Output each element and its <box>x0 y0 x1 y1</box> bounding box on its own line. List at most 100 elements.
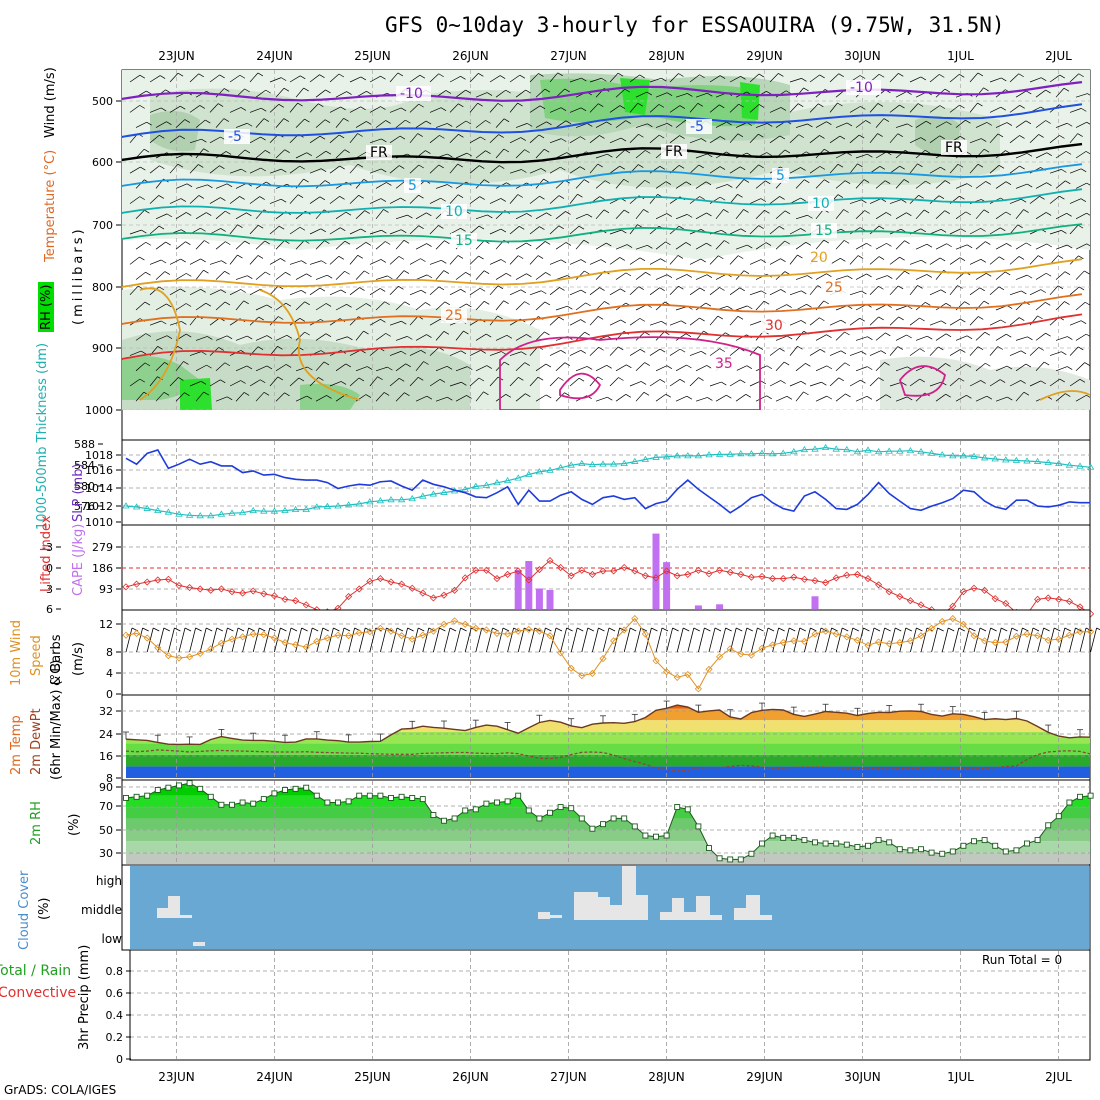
wind-barb <box>335 91 347 98</box>
thickness-line-point <box>609 460 618 467</box>
wind-barb <box>1055 151 1067 159</box>
wind-barb-flag <box>544 241 551 245</box>
wind-barb-flag <box>379 288 386 292</box>
wind-barb <box>535 241 546 250</box>
wind-barb-flag <box>220 289 227 294</box>
lifted-index-line-point <box>504 570 512 578</box>
lifted-index-line-point <box>896 592 904 601</box>
wind-barb-flag <box>860 106 866 110</box>
wind-barb <box>969 228 981 235</box>
wind-barb <box>369 168 382 174</box>
rh2m-line-point <box>356 792 363 799</box>
wind-barb <box>411 627 419 653</box>
wind-barb-flag <box>699 74 705 79</box>
wind-speed-line-point <box>345 632 353 640</box>
wind-barb <box>629 349 641 356</box>
rh2m-line-point <box>1045 822 1052 829</box>
wind-barb <box>289 289 302 296</box>
wind-barb-flag <box>624 88 631 93</box>
wind-barb-flag <box>365 303 372 307</box>
wind-barb-flag <box>184 119 191 123</box>
wind-barb-flag <box>960 318 966 323</box>
wind-barb <box>1055 180 1066 189</box>
wind-barb <box>675 274 687 280</box>
wind-barb-flag <box>224 362 231 367</box>
wind-barb <box>1009 73 1019 83</box>
rh2m-line-point <box>918 846 924 853</box>
wind-barb <box>469 73 479 83</box>
wind-speed-line-point <box>959 620 967 628</box>
lifted-index-line-point <box>1065 597 1073 605</box>
wind-barb <box>475 240 485 250</box>
wind-barb <box>835 393 846 402</box>
lifted-tick-label: 6 <box>46 603 53 616</box>
wind-barb-flag <box>826 395 833 400</box>
wind-barb <box>429 379 441 387</box>
wind-barb <box>895 91 907 98</box>
wind-barb-flag <box>545 272 551 276</box>
wind-barb-flag <box>1023 209 1029 213</box>
cloud-bar <box>636 895 648 920</box>
wind-barb-flag <box>820 349 826 353</box>
wind-barb <box>155 121 167 128</box>
wind-barb <box>295 331 305 341</box>
wind-barb <box>809 74 820 83</box>
wind-barb <box>649 194 658 204</box>
wind-barb <box>529 255 539 265</box>
wind-barb-flag <box>439 135 445 139</box>
wind-barb <box>589 316 599 326</box>
wind-speed-line-point <box>981 637 989 645</box>
wind-barb <box>1075 270 1085 280</box>
wind-barb <box>555 305 568 311</box>
rh2m-line-point <box>886 839 893 846</box>
thickness-line-point <box>323 502 332 509</box>
lifted-index-line-point <box>610 567 618 575</box>
wind-barb-flag <box>858 134 865 139</box>
wind-barb-flag <box>977 102 983 107</box>
wind-barb-flag <box>707 153 713 158</box>
wind-barb-flag <box>819 317 825 322</box>
wind-barb-flag <box>780 289 786 293</box>
wind-barb-flag <box>1059 135 1065 139</box>
wind-barb-flag <box>859 75 866 79</box>
thickness-line-point <box>302 505 310 513</box>
wind-barb-flag <box>306 273 312 278</box>
wind-barb <box>855 395 868 402</box>
wind-speed-line-point <box>419 631 427 639</box>
wind-barb-flag <box>1026 274 1033 279</box>
thickness-line-point <box>207 512 215 519</box>
wind-barb-flag <box>381 138 387 143</box>
wind-barb-flag <box>685 333 692 337</box>
wind-barb <box>155 241 166 250</box>
wind-barb-flag <box>724 240 730 244</box>
wind-barb <box>569 77 582 83</box>
wind-barb-flag <box>686 395 693 400</box>
wind-barb-flag <box>1023 391 1030 396</box>
rh2m-line-point <box>144 792 151 799</box>
wind-barb <box>575 366 588 372</box>
wind-barb-flag <box>665 241 671 246</box>
wind-barb-flag <box>619 257 625 261</box>
wind-barb <box>389 286 399 296</box>
wind-barb <box>329 196 340 204</box>
wind-barb <box>395 301 406 311</box>
wind-barb <box>489 285 499 296</box>
rh2m-line-point <box>483 800 490 807</box>
wind-speed-line-point <box>514 627 522 635</box>
wind-barb-flag <box>247 275 253 279</box>
wind-barb-flag <box>503 118 510 123</box>
wind-barb-flag <box>923 209 930 214</box>
thickness-line-point <box>684 452 692 459</box>
wind-barb <box>129 166 141 174</box>
wind-barb <box>609 319 621 326</box>
thickness-line-point <box>503 476 512 484</box>
wind-barb <box>909 348 920 356</box>
wind-barb-flag <box>333 627 340 632</box>
wind-barb <box>1009 135 1020 144</box>
wind-barb-flag <box>766 90 772 95</box>
rh2m-line-point <box>536 815 543 822</box>
lifted-index-line-point <box>355 585 363 593</box>
contour-label: 25 <box>445 308 463 324</box>
wind-barb <box>275 302 287 311</box>
